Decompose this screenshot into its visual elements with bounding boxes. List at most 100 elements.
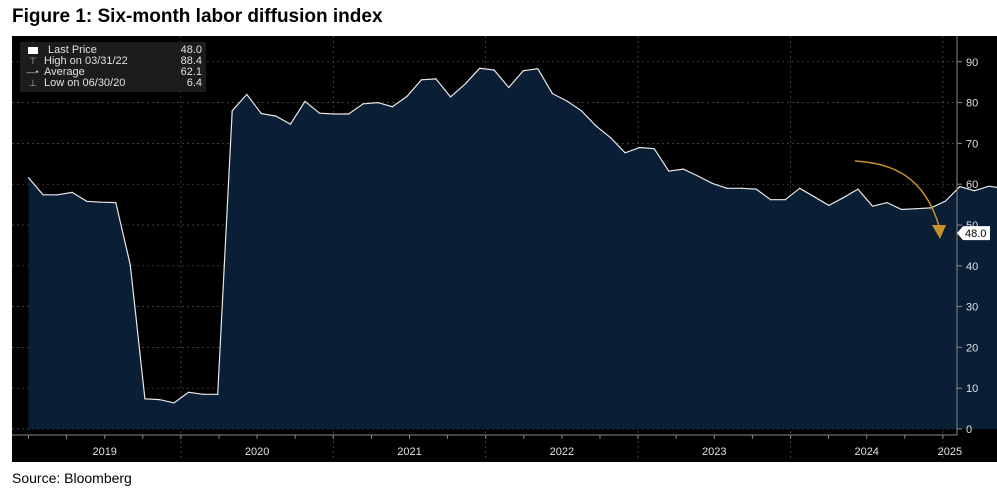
trend-arrow	[854, 160, 940, 227]
data-points	[27, 67, 990, 404]
data-point	[100, 201, 102, 203]
legend-row-last: Last Price 48.0	[24, 45, 202, 56]
data-point	[449, 96, 452, 98]
data-point	[624, 152, 626, 154]
data-point	[799, 187, 801, 189]
data-point	[988, 185, 990, 187]
data-point	[318, 112, 321, 114]
data-point	[231, 110, 233, 112]
data-point	[362, 103, 364, 105]
chart: 2019 2020 2021 2022 2023 2024 2025 01020304050…	[12, 36, 997, 462]
y-tick-label: 60	[966, 179, 978, 191]
data-point	[420, 79, 422, 81]
data-point	[275, 115, 277, 117]
data-point	[639, 146, 641, 149]
data-point	[653, 148, 655, 150]
data-point	[333, 113, 335, 115]
data-point	[173, 402, 175, 404]
y-tick-label: 20	[966, 342, 978, 354]
data-point	[871, 205, 874, 207]
data-point	[726, 187, 728, 189]
legend-value: 62.1	[180, 66, 202, 78]
data-point	[129, 264, 131, 266]
legend-label: Last Price	[48, 44, 97, 56]
data-point	[508, 86, 510, 89]
data-point	[740, 187, 743, 189]
x-tick-label: 2021	[397, 446, 421, 458]
data-point	[711, 182, 714, 184]
data-point	[595, 125, 597, 127]
data-point	[682, 168, 684, 170]
data-point	[289, 123, 291, 125]
data-point	[755, 188, 757, 190]
data-point	[158, 399, 160, 401]
x-tick-label: 2019	[92, 446, 116, 458]
legend-row-average: —• Average 62.1	[24, 66, 203, 78]
x-axis: 2019 2020 2021 2022 2023 2024 2025	[12, 434, 962, 458]
y-tick-label: 40	[966, 261, 978, 273]
high-marker-icon: ⊤	[24, 56, 37, 66]
data-point	[304, 100, 306, 102]
low-marker-icon: ⊥	[24, 78, 37, 88]
last-value-label: 48.0	[965, 228, 986, 240]
legend-row-high: ⊤ High on 03/31/22 88.4	[24, 56, 202, 67]
source-note: Source: Bloomberg	[12, 470, 132, 486]
legend-label: Low on 06/30/20	[44, 77, 126, 89]
data-point	[144, 398, 146, 400]
x-tick-label: 2025	[938, 446, 962, 458]
y-tick-label: 30	[966, 302, 978, 314]
legend-value: 6.4	[186, 77, 202, 89]
x-tick-label: 2022	[550, 446, 574, 458]
y-tick-label: 70	[966, 138, 978, 150]
data-point	[857, 188, 859, 190]
data-point	[57, 194, 59, 196]
last-value-tag	[957, 226, 990, 241]
data-point	[217, 393, 219, 395]
data-point	[973, 190, 976, 192]
data-point	[566, 100, 568, 102]
data-point	[71, 191, 73, 193]
data-point	[406, 95, 408, 98]
data-point	[813, 196, 815, 198]
data-point	[522, 70, 524, 72]
data-point	[610, 137, 612, 139]
legend-row-low: ⊥ Low on 06/30/20 6.4	[24, 78, 202, 89]
data-point	[915, 208, 917, 210]
data-point	[959, 186, 961, 188]
data-point	[842, 197, 845, 199]
trend-arrow-head	[932, 225, 946, 239]
x-tick-label: 2024	[854, 446, 878, 458]
data-point	[901, 208, 903, 211]
data-point	[668, 170, 670, 172]
data-point	[42, 194, 44, 196]
average-marker-icon: —•	[24, 67, 39, 77]
data-point	[464, 83, 466, 85]
y-tick-label: 0	[966, 424, 972, 436]
data-point	[537, 68, 539, 70]
data-point	[770, 199, 772, 201]
legend-label: Average	[44, 66, 85, 78]
data-point	[27, 177, 30, 179]
data-point	[188, 391, 190, 393]
x-tick-label: 2023	[702, 446, 726, 458]
y-tick-label: 80	[966, 98, 978, 110]
data-point	[493, 69, 495, 71]
figure-title: Figure 1: Six-month labor diffusion inde…	[12, 6, 383, 27]
data-point	[202, 393, 204, 395]
legend-label: High on 03/31/22	[44, 55, 128, 67]
last-price-swatch-icon	[28, 47, 38, 54]
y-tick-label: 10	[966, 383, 978, 395]
area-fill	[28, 68, 997, 429]
data-point	[551, 93, 554, 95]
data-point	[886, 202, 888, 204]
y-tick-label: 90	[966, 57, 978, 69]
data-point	[930, 207, 932, 209]
legend-value: 88.4	[180, 55, 202, 67]
data-point	[479, 67, 481, 69]
data-point	[580, 110, 583, 112]
x-tick-label: 2020	[245, 446, 269, 458]
data-point	[348, 113, 350, 115]
data-point	[828, 204, 830, 206]
data-point	[435, 78, 437, 80]
data-point	[391, 106, 393, 108]
